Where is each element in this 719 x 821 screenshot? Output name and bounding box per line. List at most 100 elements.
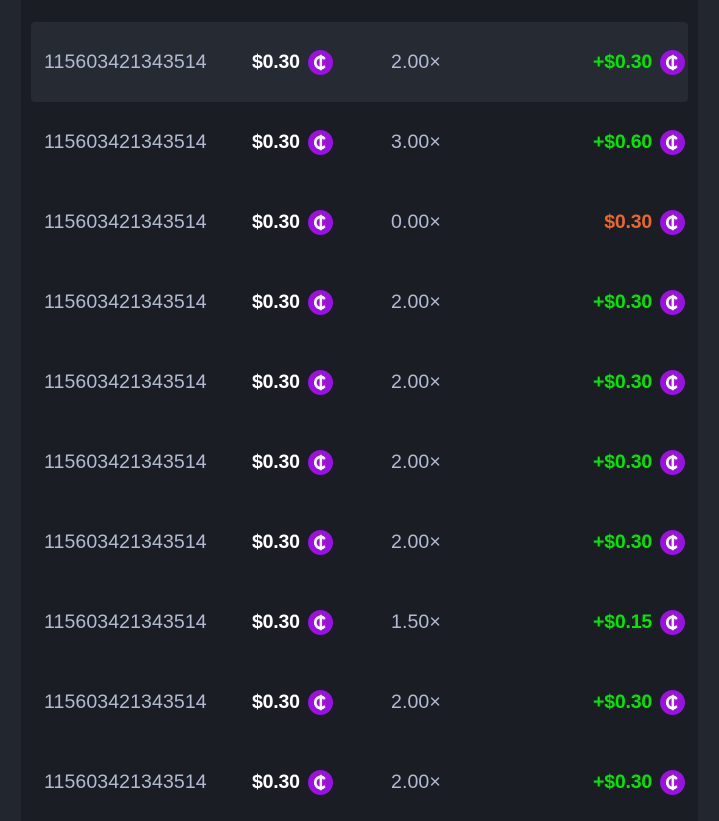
- bet-id-value: 115603421343514: [44, 290, 207, 313]
- coin-icon: [660, 769, 685, 795]
- bet-amount-cell: $0.30: [226, 209, 372, 235]
- multiplier-cell: 2.00×: [372, 691, 507, 714]
- payout-value: +$0.60: [593, 130, 652, 153]
- bet-amount-value: $0.30: [252, 210, 300, 233]
- bet-amount-value: $0.30: [252, 450, 300, 473]
- coin-icon: [660, 289, 685, 315]
- table-row[interactable]: 115603421343514 $0.30 2.00× +$0.30: [21, 502, 698, 582]
- table-row[interactable]: 115603421343514 $0.30 2.00× +$0.30: [21, 342, 698, 422]
- bet-amount-cell: $0.30: [226, 529, 372, 555]
- bet-amount-cell: $0.30: [226, 289, 372, 315]
- multiplier-value: 3.00×: [391, 130, 441, 153]
- multiplier-cell: 2.00×: [372, 771, 507, 794]
- bet-amount-value: $0.30: [252, 370, 300, 393]
- bet-amount-value: $0.30: [252, 610, 300, 633]
- multiplier-cell: 2.00×: [382, 51, 517, 74]
- coin-icon: [307, 689, 333, 715]
- bet-amount-cell: $0.30: [226, 609, 372, 635]
- left-gutter: [0, 0, 21, 821]
- coin-icon: [660, 369, 685, 395]
- bet-amount-value: $0.30: [252, 290, 300, 313]
- bet-id-cell: 115603421343514: [21, 131, 226, 154]
- bet-id-value: 115603421343514: [44, 210, 207, 233]
- bet-amount-value: $0.30: [252, 770, 300, 793]
- coin-icon: [660, 449, 685, 475]
- table-row[interactable]: 115603421343514 $0.30 2.00× +$0.30: [31, 22, 688, 102]
- payout-value: +$0.30: [593, 290, 652, 313]
- payout-cell: +$0.30: [507, 689, 698, 715]
- payout-cell: +$0.30: [507, 449, 698, 475]
- payout-value: +$0.30: [593, 370, 652, 393]
- payout-value: +$0.30: [593, 530, 652, 553]
- table-row[interactable]: 115603421343514 $0.30 3.00× +$0.60: [21, 102, 698, 182]
- multiplier-value: 2.00×: [391, 690, 441, 713]
- coin-icon: [660, 129, 685, 155]
- bet-amount-cell: $0.30: [226, 129, 372, 155]
- bet-id-cell: 115603421343514: [21, 371, 226, 394]
- bet-id-value: 115603421343514: [44, 770, 207, 793]
- multiplier-value: 2.00×: [391, 290, 441, 313]
- table-row[interactable]: 115603421343514 $0.30 2.00× +$0.30: [21, 262, 698, 342]
- coin-icon: [660, 609, 685, 635]
- multiplier-cell: 2.00×: [372, 451, 507, 474]
- bet-id-value: 115603421343514: [44, 690, 207, 713]
- coin-icon: [307, 609, 333, 635]
- multiplier-cell: 0.00×: [372, 211, 507, 234]
- table-row[interactable]: 115603421343514 $0.30 2.00× +$0.30: [21, 422, 698, 502]
- bet-history-rows: 115603421343514 $0.30 2.00× +$0.30 115603421…: [21, 22, 698, 821]
- bet-id-cell: 115603421343514: [21, 611, 226, 634]
- bet-amount-cell: $0.30: [226, 369, 372, 395]
- coin-icon: [307, 289, 333, 315]
- coin-icon: [307, 129, 333, 155]
- payout-cell: +$0.30: [507, 769, 698, 795]
- bet-amount-cell: $0.30: [226, 769, 372, 795]
- coin-icon: [660, 689, 685, 715]
- bet-amount-value: $0.30: [252, 130, 300, 153]
- bet-id-cell: 115603421343514: [31, 51, 236, 74]
- payout-value: +$0.15: [593, 610, 652, 633]
- bet-amount-value: $0.30: [252, 50, 300, 73]
- bet-id-cell: 115603421343514: [21, 451, 226, 474]
- bet-id-value: 115603421343514: [44, 450, 207, 473]
- payout-cell: +$0.30: [507, 289, 698, 315]
- multiplier-cell: 1.50×: [372, 611, 507, 634]
- bet-id-value: 115603421343514: [44, 130, 207, 153]
- bet-amount-cell: $0.30: [226, 449, 372, 475]
- bet-id-value: 115603421343514: [44, 370, 207, 393]
- payout-cell: +$0.15: [507, 609, 698, 635]
- payout-value: +$0.30: [593, 770, 652, 793]
- multiplier-value: 2.00×: [391, 450, 441, 473]
- multiplier-cell: 2.00×: [372, 531, 507, 554]
- payout-cell: +$0.30: [517, 49, 688, 75]
- right-gutter: [698, 0, 719, 821]
- coin-icon: [307, 449, 333, 475]
- multiplier-value: 1.50×: [391, 610, 441, 633]
- bet-id-cell: 115603421343514: [21, 211, 226, 234]
- multiplier-cell: 3.00×: [372, 131, 507, 154]
- multiplier-cell: 2.00×: [372, 371, 507, 394]
- coin-icon: [307, 369, 333, 395]
- bet-id-cell: 115603421343514: [21, 291, 226, 314]
- coin-icon: [307, 49, 333, 75]
- bet-id-cell: 115603421343514: [21, 771, 226, 794]
- bet-amount-cell: $0.30: [236, 49, 382, 75]
- bet-id-value: 115603421343514: [44, 610, 207, 633]
- payout-value: +$0.30: [593, 450, 652, 473]
- bet-id-value: 115603421343514: [44, 530, 207, 553]
- coin-icon: [660, 529, 685, 555]
- multiplier-value: 2.00×: [391, 370, 441, 393]
- bet-id-cell: 115603421343514: [21, 691, 226, 714]
- table-row[interactable]: 115603421343514 $0.30 2.00× +$0.30: [21, 662, 698, 742]
- multiplier-value: 2.00×: [391, 770, 441, 793]
- table-row[interactable]: 115603421343514 $0.30 1.50× +$0.15: [21, 582, 698, 662]
- coin-icon: [307, 209, 333, 235]
- bet-id-value: 115603421343514: [44, 50, 207, 73]
- payout-value: $0.30: [604, 210, 652, 233]
- coin-icon: [307, 529, 333, 555]
- table-row[interactable]: 115603421343514 $0.30 0.00× $0.30: [21, 182, 698, 262]
- bet-history-scroll-area[interactable]: 115603421343514 $0.30 2.00× +$0.30 115603421…: [21, 0, 698, 821]
- table-row[interactable]: 115603421343514 $0.30 2.00× +$0.30: [21, 742, 698, 821]
- bet-amount-cell: $0.30: [226, 689, 372, 715]
- payout-cell: +$0.60: [507, 129, 698, 155]
